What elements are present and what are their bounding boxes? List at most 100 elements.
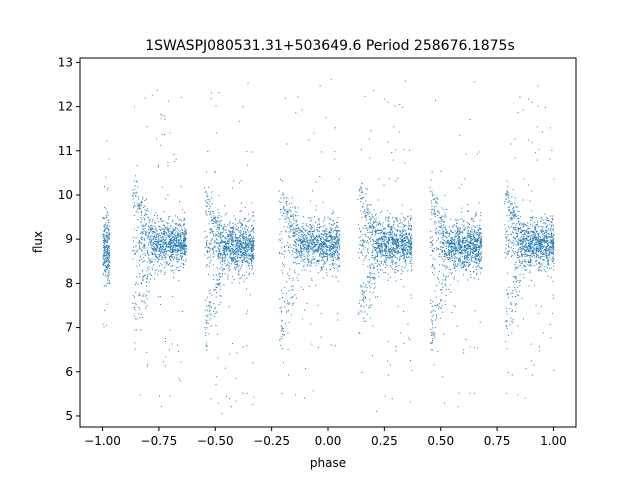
data-point bbox=[228, 257, 230, 259]
data-point bbox=[253, 242, 255, 244]
data-point bbox=[385, 234, 387, 236]
data-point bbox=[251, 263, 252, 265]
data-point bbox=[320, 252, 322, 254]
data-point bbox=[238, 231, 240, 233]
data-point bbox=[207, 309, 208, 311]
data-point bbox=[138, 295, 140, 297]
data-point bbox=[177, 250, 178, 252]
data-point bbox=[368, 252, 370, 254]
data-point bbox=[337, 242, 339, 244]
data-point bbox=[317, 242, 319, 244]
data-point bbox=[136, 276, 138, 278]
data-point bbox=[212, 249, 213, 250]
data-point bbox=[248, 249, 250, 250]
data-point bbox=[292, 251, 294, 253]
data-point bbox=[360, 236, 362, 238]
data-point bbox=[160, 118, 162, 120]
data-point bbox=[176, 254, 178, 256]
data-point bbox=[235, 235, 236, 237]
data-point bbox=[233, 257, 235, 259]
data-point bbox=[306, 229, 308, 231]
data-point bbox=[304, 244, 306, 246]
data-point bbox=[407, 237, 409, 238]
data-point bbox=[233, 254, 235, 256]
data-point bbox=[293, 303, 295, 305]
data-point bbox=[323, 244, 325, 245]
data-point bbox=[240, 226, 242, 228]
data-point bbox=[303, 265, 305, 266]
data-point bbox=[401, 222, 403, 224]
data-point bbox=[467, 235, 469, 236]
data-point bbox=[148, 222, 150, 223]
data-point bbox=[291, 225, 293, 227]
data-point bbox=[239, 244, 241, 246]
data-point bbox=[375, 229, 377, 231]
data-point bbox=[391, 233, 393, 235]
data-point bbox=[136, 181, 138, 183]
data-point bbox=[170, 225, 171, 227]
data-point bbox=[374, 234, 376, 236]
data-point bbox=[321, 237, 323, 239]
data-point bbox=[182, 232, 184, 234]
data-point bbox=[332, 247, 334, 249]
data-point bbox=[165, 227, 167, 229]
data-point bbox=[138, 241, 140, 243]
data-point bbox=[337, 255, 339, 257]
data-point bbox=[406, 246, 408, 248]
data-point bbox=[220, 257, 222, 259]
data-point bbox=[227, 249, 229, 251]
data-point bbox=[473, 246, 475, 248]
data-point bbox=[156, 255, 158, 257]
data-point bbox=[380, 242, 382, 244]
data-point bbox=[106, 324, 107, 326]
data-point bbox=[287, 217, 289, 219]
data-point bbox=[143, 228, 144, 230]
data-point bbox=[303, 246, 305, 248]
data-point bbox=[313, 237, 315, 239]
data-point bbox=[440, 170, 442, 172]
data-point bbox=[147, 235, 149, 237]
data-point bbox=[318, 224, 320, 225]
data-point bbox=[401, 240, 403, 242]
data-point bbox=[173, 230, 175, 232]
data-point bbox=[377, 229, 379, 231]
data-point bbox=[251, 245, 253, 247]
data-point bbox=[309, 242, 311, 244]
data-point bbox=[245, 254, 247, 256]
data-point bbox=[378, 246, 380, 248]
data-point bbox=[159, 235, 161, 237]
data-point bbox=[144, 238, 146, 240]
data-point bbox=[320, 233, 322, 235]
data-point bbox=[332, 255, 334, 257]
data-point bbox=[240, 202, 242, 204]
data-point bbox=[168, 218, 169, 220]
data-point bbox=[329, 253, 331, 255]
data-point bbox=[410, 294, 412, 296]
data-point bbox=[234, 247, 236, 249]
data-point bbox=[319, 238, 321, 240]
data-point bbox=[375, 243, 377, 244]
data-point bbox=[216, 239, 218, 241]
data-point bbox=[305, 230, 306, 232]
data-point bbox=[301, 238, 303, 240]
data-point bbox=[253, 231, 254, 233]
data-point bbox=[408, 224, 410, 226]
data-point bbox=[151, 245, 153, 247]
data-point bbox=[136, 329, 138, 331]
data-point bbox=[108, 266, 109, 268]
data-point bbox=[395, 280, 397, 282]
data-point bbox=[177, 253, 179, 255]
data-point bbox=[253, 257, 254, 259]
data-point bbox=[378, 221, 380, 223]
data-point bbox=[314, 242, 316, 243]
data-point bbox=[163, 237, 165, 239]
data-point bbox=[365, 256, 367, 258]
data-point bbox=[229, 250, 231, 252]
data-point bbox=[300, 230, 302, 232]
data-point bbox=[334, 247, 336, 249]
data-point bbox=[160, 271, 162, 273]
data-point bbox=[453, 276, 455, 278]
data-point bbox=[240, 180, 242, 182]
data-point bbox=[223, 223, 225, 225]
data-point bbox=[399, 235, 401, 237]
